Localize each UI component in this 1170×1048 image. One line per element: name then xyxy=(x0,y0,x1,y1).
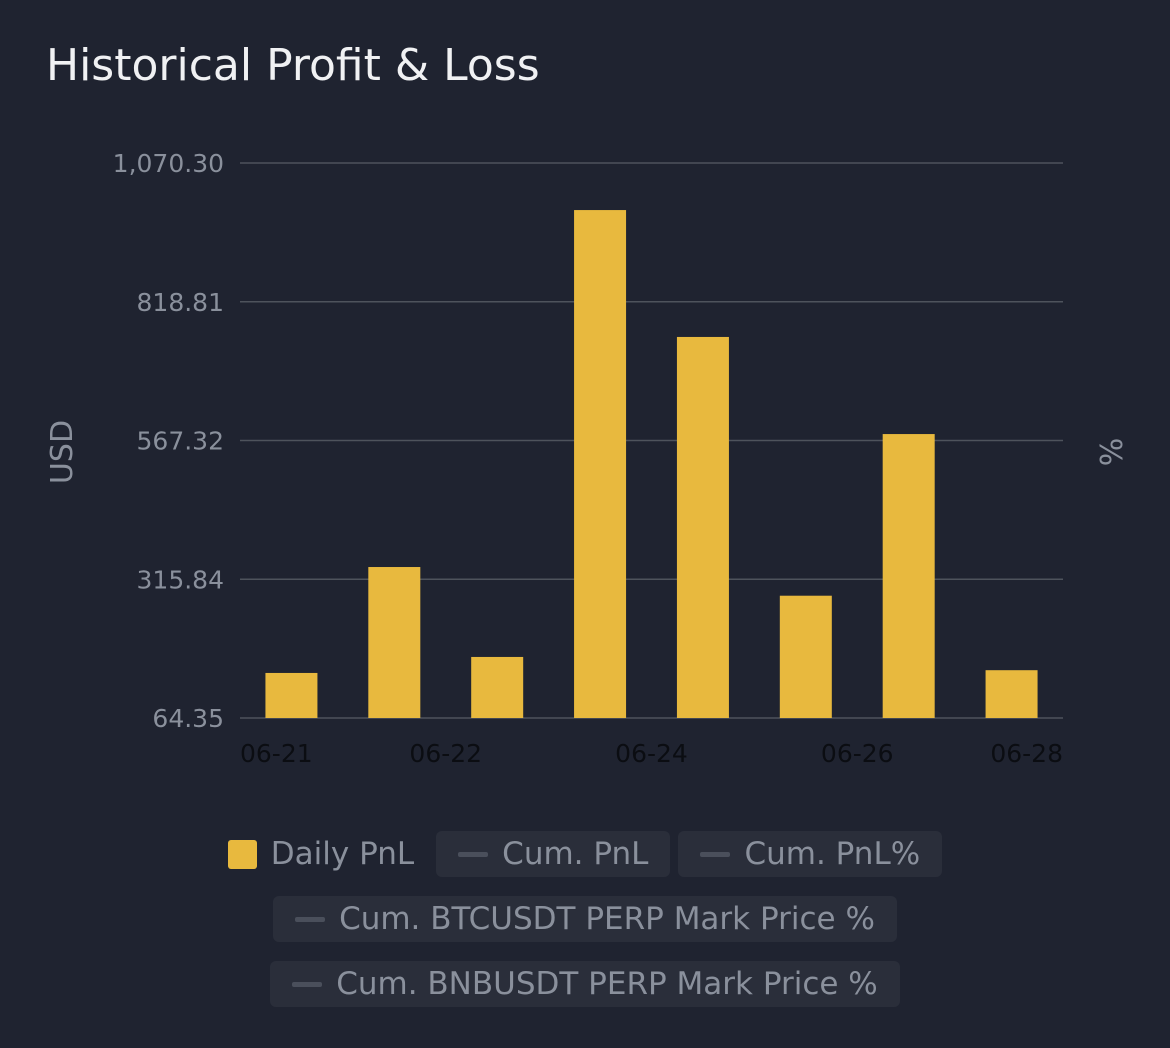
legend-label: Cum. PnL xyxy=(502,836,649,872)
x-tick-label: 06-22 xyxy=(409,739,482,768)
bar-06-21 xyxy=(265,672,318,718)
bar-06-23 xyxy=(471,656,524,718)
y-axis-label: USD xyxy=(45,420,80,484)
legend-cum-pnl-percent[interactable]: Cum. PnL% xyxy=(678,831,943,877)
bar-06-26 xyxy=(779,595,832,718)
y-tick-label: 64.35 xyxy=(152,704,224,733)
bar-06-22 xyxy=(368,567,421,718)
bar-chart: 64.35 315.84 567.32 818.81 1,070.30 06-21 06-2… xyxy=(45,149,1127,768)
y2-axis-label: % xyxy=(1092,438,1127,467)
y-tick-label: 818.81 xyxy=(137,288,224,317)
legend-btcusdt[interactable]: Cum. BTCUSDT PERP Mark Price % xyxy=(273,896,897,942)
legend-label: Cum. BTCUSDT PERP Mark Price % xyxy=(339,901,875,937)
y-tick-label: 567.32 xyxy=(137,427,224,456)
x-tick-label: 06-26 xyxy=(821,739,894,768)
daily-pnl-swatch xyxy=(227,839,257,869)
legend-row-1: Daily PnL Cum. PnL Cum. PnL% xyxy=(0,831,1170,877)
y-tick-label: 315.84 xyxy=(137,565,224,594)
bar-06-27 xyxy=(882,434,935,718)
bar-06-28 xyxy=(985,670,1038,718)
legend-daily-pnl[interactable]: Daily PnL xyxy=(227,831,428,877)
legend-label: Cum. BNBUSDT PERP Mark Price % xyxy=(336,966,878,1002)
bar-06-24 xyxy=(574,210,627,719)
line-swatch xyxy=(700,851,731,857)
chart-title: Historical Profit & Loss xyxy=(46,40,540,91)
x-tick-label: 06-28 xyxy=(990,739,1063,768)
y-tick-label: 1,070.30 xyxy=(113,149,224,178)
x-tick-label: 06-24 xyxy=(615,739,688,768)
x-tick-label: 06-21 xyxy=(240,739,313,768)
legend-row-2: Cum. BTCUSDT PERP Mark Price % xyxy=(0,896,1170,942)
line-swatch xyxy=(458,851,489,857)
line-swatch xyxy=(295,916,326,922)
legend-bnbusdt[interactable]: Cum. BNBUSDT PERP Mark Price % xyxy=(270,961,900,1007)
line-swatch xyxy=(292,981,323,987)
legend-label: Daily PnL xyxy=(270,836,415,872)
legend-cum-pnl[interactable]: Cum. PnL xyxy=(436,831,671,877)
legend-row-3: Cum. BNBUSDT PERP Mark Price % xyxy=(0,961,1170,1007)
legend-label: Cum. PnL% xyxy=(744,836,921,872)
bar-06-25 xyxy=(676,336,729,718)
